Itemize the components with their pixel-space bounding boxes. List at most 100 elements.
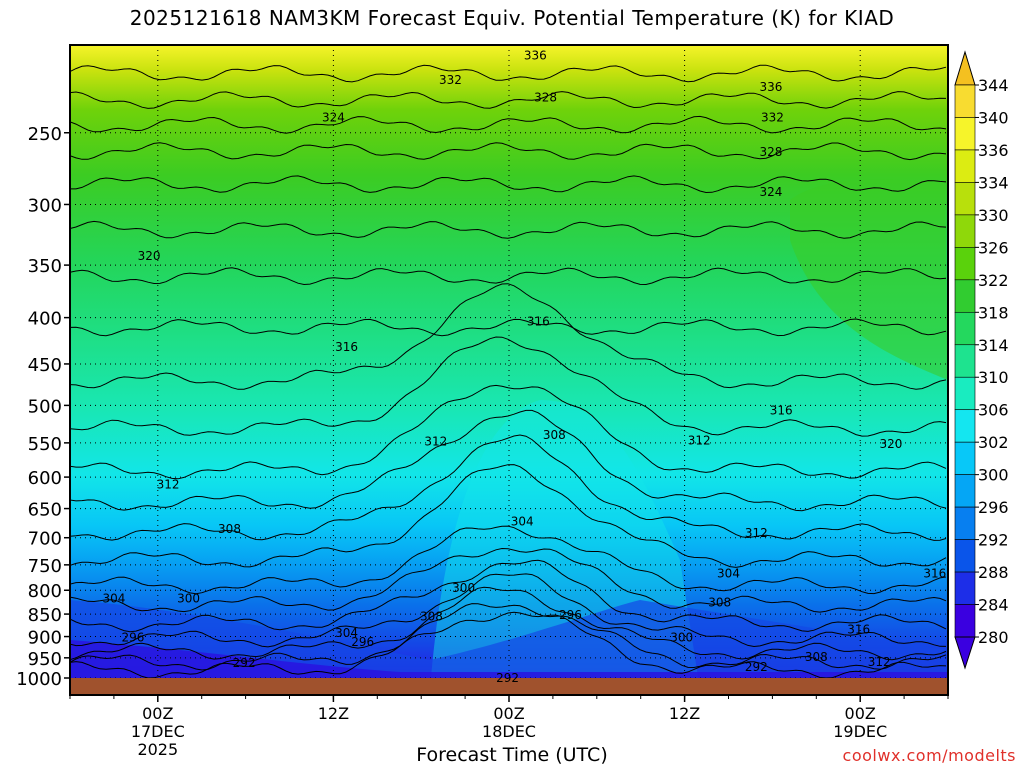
x-axis-title: Forecast Time (UTC) xyxy=(416,744,608,766)
contour-label: 316 xyxy=(770,403,793,417)
contour-line xyxy=(70,384,947,480)
colorbar: 344 340 336 334 330 326 322 318 314 310 306 302 300 2… xyxy=(954,50,1009,670)
upper-green-region xyxy=(790,179,948,380)
contour-label: 304 xyxy=(511,514,534,528)
contour-label: 336 xyxy=(759,80,782,94)
colorbar-segment xyxy=(954,474,976,508)
contour-label: 312 xyxy=(157,478,180,492)
x-tick-label: 12Z xyxy=(669,704,700,723)
y-tick-label: 650 xyxy=(28,500,62,521)
surface-cold-layer xyxy=(70,640,948,678)
contour-label: 332 xyxy=(439,73,462,87)
contour-lines xyxy=(70,64,947,679)
contour-label: 292 xyxy=(745,660,768,674)
y-tick-label: 500 xyxy=(28,396,62,417)
contour-label: 316 xyxy=(335,340,358,354)
contour-label: 300 xyxy=(452,581,475,595)
colorbar-segment xyxy=(954,571,976,605)
contour-label: 304 xyxy=(717,567,740,581)
colorbar-label: 310 xyxy=(978,368,1009,387)
colorbar-segment xyxy=(954,247,976,281)
contour-label: 300 xyxy=(177,592,200,606)
contour-line xyxy=(70,267,947,286)
contour-line xyxy=(70,142,947,161)
colorbar-label: 318 xyxy=(978,303,1009,322)
colorbar-segment xyxy=(954,344,976,378)
contour-label: 332 xyxy=(761,111,784,125)
y-tick-label: 800 xyxy=(28,581,62,602)
x-tick-label: 18DEC xyxy=(482,722,536,741)
low-level-cold-pool xyxy=(70,600,948,678)
y-tick-label: 950 xyxy=(28,649,62,670)
y-tick-label: 850 xyxy=(28,605,62,626)
colorbar-label: 288 xyxy=(978,563,1009,582)
contour-label: 316 xyxy=(527,315,550,329)
contour-label: 312 xyxy=(868,655,891,669)
contour-line xyxy=(70,547,947,613)
contour-label: 324 xyxy=(759,185,782,199)
pressure-gridlines xyxy=(70,45,948,679)
contour-line xyxy=(70,336,947,437)
contour-line xyxy=(70,175,947,194)
contour-line xyxy=(70,603,947,671)
contour-line xyxy=(70,115,947,134)
contour-label: 292 xyxy=(496,671,519,685)
colorbar-segment xyxy=(954,604,976,638)
contour-label: 316 xyxy=(847,623,870,637)
contour-line xyxy=(70,611,947,679)
contour-line xyxy=(70,586,947,661)
contour-label: 336 xyxy=(524,49,547,63)
credit-link[interactable]: coolwx.com/modelts xyxy=(842,746,1016,765)
contour-line xyxy=(70,559,947,633)
contour-label: 308 xyxy=(708,595,731,609)
x-tick-label: 12Z xyxy=(318,704,349,723)
contour-label: 308 xyxy=(420,609,443,623)
contour-label: 296 xyxy=(351,635,374,649)
contour-label: 308 xyxy=(805,650,828,664)
y-tick-label: 600 xyxy=(28,468,62,489)
y-tick-label: 700 xyxy=(28,529,62,550)
colorbar-segment xyxy=(954,311,976,346)
contour-label: 300 xyxy=(670,631,693,645)
colorbar-segment xyxy=(954,149,976,183)
colorbar-segment xyxy=(954,539,976,573)
contour-label: 292 xyxy=(233,656,256,670)
y-tick-label: 350 xyxy=(28,256,62,277)
colorbar-segment xyxy=(954,117,976,151)
colorbar-label: 280 xyxy=(978,628,1009,647)
x-tick-label: 17DEC xyxy=(131,722,185,741)
colorbar-top-arrow xyxy=(954,50,976,86)
colorbar-label: 330 xyxy=(978,206,1009,225)
contour-label: 320 xyxy=(138,249,161,263)
contour-label: 312 xyxy=(745,526,768,540)
x-tick-label: 00Z xyxy=(493,704,524,723)
colorbar-label: 302 xyxy=(978,433,1009,452)
contour-line xyxy=(70,91,947,109)
y-tick-label: 750 xyxy=(28,556,62,577)
y-tick-label: 1000 xyxy=(16,669,62,690)
contour-label: 296 xyxy=(121,631,144,645)
y-tick-label: 300 xyxy=(28,195,62,216)
colorbar-bottom-arrow xyxy=(954,636,976,670)
contour-line xyxy=(70,220,947,239)
colorbar-label: 292 xyxy=(978,531,1009,550)
x-tick-label: 00Z xyxy=(142,704,173,723)
colorbar-label: 306 xyxy=(978,401,1009,420)
colorbar-segment xyxy=(954,376,976,411)
chart-title: 2025121618 NAM3KM Forecast Equiv. Potent… xyxy=(129,6,895,30)
contour-line xyxy=(70,318,947,337)
x-tick-label: 19DEC xyxy=(833,722,887,741)
contour-label: 296 xyxy=(559,608,582,622)
y-tick-label: 250 xyxy=(28,124,62,145)
colorbar-label: 336 xyxy=(978,141,1009,160)
contour-label: 308 xyxy=(218,522,241,536)
contour-labels: 336 332 328 324 336 332 328 324 320 316 316 316 312 3… xyxy=(102,49,946,686)
colorbar-segment xyxy=(954,84,976,118)
colorbar-label: 334 xyxy=(978,173,1009,192)
y-axis: 2503003504004505005506006507007508008509… xyxy=(16,124,70,690)
x-tick-label: 2025 xyxy=(137,740,178,759)
y-tick-label: 900 xyxy=(28,628,62,649)
contour-label: 312 xyxy=(688,433,711,447)
